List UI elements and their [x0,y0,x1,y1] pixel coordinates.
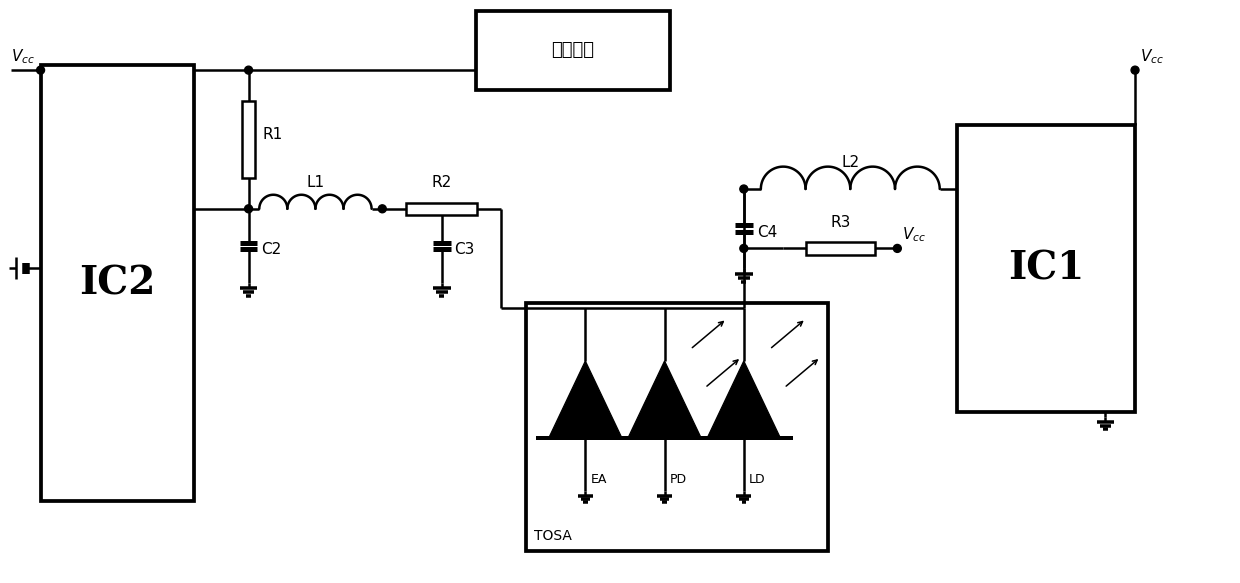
Polygon shape [627,361,701,438]
Text: IC1: IC1 [1008,249,1084,287]
Bar [806,243,874,255]
Text: C3: C3 [455,243,475,258]
Text: R3: R3 [831,215,851,230]
Text: $V_{cc}$: $V_{cc}$ [11,47,35,66]
Bar [476,10,670,90]
Circle shape [1131,66,1140,74]
Text: $V_{cc}$: $V_{cc}$ [903,226,926,244]
Polygon shape [707,361,780,438]
Text: $V_{cc}$: $V_{cc}$ [1140,47,1164,66]
Text: PD: PD [670,473,687,486]
Text: L2: L2 [841,155,859,170]
Bar [405,203,477,215]
Text: C2: C2 [262,243,281,258]
Text: C4: C4 [756,225,777,240]
Text: R1: R1 [263,127,283,142]
Bar [526,303,828,550]
Bar [243,101,254,178]
Circle shape [244,205,253,213]
Polygon shape [549,361,622,438]
Circle shape [740,185,748,193]
Text: LD: LD [749,473,765,486]
Circle shape [37,66,45,74]
Text: IC2: IC2 [79,264,155,302]
Bar [957,125,1135,412]
Circle shape [893,244,901,252]
Text: L1: L1 [306,175,325,190]
Bar [41,65,195,501]
Circle shape [378,205,386,213]
Circle shape [740,244,748,252]
Text: R2: R2 [432,175,451,190]
Text: EA: EA [590,473,606,486]
Text: 偏压设置: 偏压设置 [552,41,594,59]
Text: TOSA: TOSA [534,529,572,543]
Circle shape [244,66,253,74]
